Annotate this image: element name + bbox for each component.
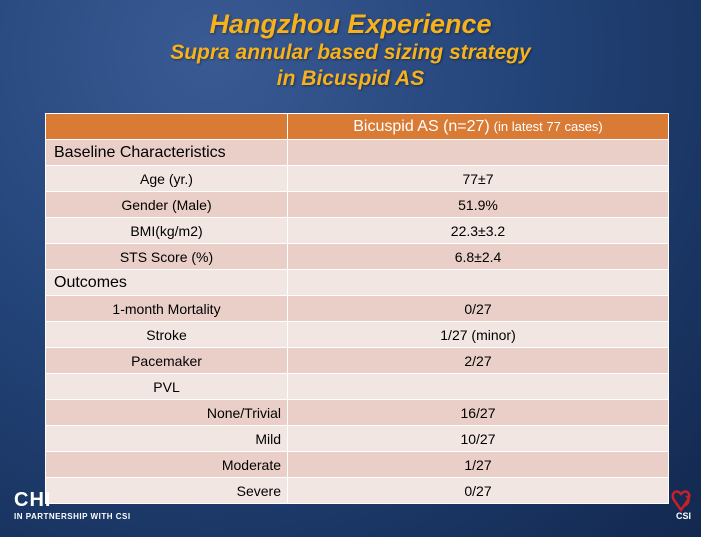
- table-row: Mild 10/27: [45, 425, 669, 452]
- row-value: 16/27: [287, 399, 669, 426]
- table-row: Severe 0/27: [45, 477, 669, 504]
- table-row: Age (yr.) 77±7: [45, 165, 669, 192]
- row-label: Age (yr.): [45, 165, 288, 192]
- table-row: Gender (Male) 51.9%: [45, 191, 669, 218]
- slide-title: Hangzhou Experience Supra annular based …: [0, 8, 701, 92]
- table-row: PVL: [45, 373, 669, 400]
- row-value: 10/27: [287, 425, 669, 452]
- table-row: Moderate 1/27: [45, 451, 669, 478]
- row-label: 1-month Mortality: [45, 295, 288, 322]
- table-row: Pacemaker 2/27: [45, 347, 669, 374]
- table-section-row: Outcomes: [45, 269, 669, 296]
- table-section-row: Baseline Characteristics: [45, 139, 669, 166]
- header-empty-cell: [45, 113, 288, 140]
- footer-logo-text: CHI: [14, 489, 52, 511]
- row-value: 0/27: [287, 477, 669, 504]
- row-value: 0/27: [287, 295, 669, 322]
- row-label: STS Score (%): [45, 243, 288, 270]
- row-value: 77±7: [287, 165, 669, 192]
- footer-partner-text: IN PARTNERSHIP WITH CSI: [14, 512, 131, 521]
- row-label: Gender (Male): [45, 191, 288, 218]
- table-header-row: Bicuspid AS (n=27) (in latest 77 cases): [45, 113, 669, 140]
- table-row: Stroke 1/27 (minor): [45, 321, 669, 348]
- row-label: None/Trivial: [45, 399, 288, 426]
- table-row: STS Score (%) 6.8±2.4: [45, 243, 669, 270]
- row-value: 1/27: [287, 451, 669, 478]
- row-label: Mild: [45, 425, 288, 452]
- row-value: 1/27 (minor): [287, 321, 669, 348]
- results-table: Bicuspid AS (n=27) (in latest 77 cases) …: [45, 113, 669, 504]
- section-label: Outcomes: [45, 269, 288, 296]
- header-cohort-note: (in latest 77 cases): [493, 118, 603, 134]
- csi-heart-icon: [671, 490, 691, 513]
- row-value: [287, 139, 669, 166]
- row-value: [287, 269, 669, 296]
- table-body: Baseline Characteristics Age (yr.) 77±7 Gen…: [45, 139, 669, 504]
- row-label: BMI(kg/m2): [45, 217, 288, 244]
- header-cohort-cell: Bicuspid AS (n=27) (in latest 77 cases): [287, 113, 669, 140]
- row-label: Moderate: [45, 451, 288, 478]
- table-row: None/Trivial 16/27: [45, 399, 669, 426]
- row-label: Stroke: [45, 321, 288, 348]
- row-value: 6.8±2.4: [287, 243, 669, 270]
- footer-csi-text: CSI: [676, 511, 692, 521]
- row-value: 51.9%: [287, 191, 669, 218]
- header-cohort-label: Bicuspid AS (n=27): [353, 117, 490, 135]
- footer-logo-right: CSI: [668, 484, 698, 528]
- title-subtitle-line-2: in Bicuspid AS: [276, 67, 425, 90]
- row-label: Severe: [45, 477, 288, 504]
- section-label: Baseline Characteristics: [45, 139, 288, 166]
- title-subtitle-line-1: Supra annular based sizing strategy: [170, 41, 531, 64]
- row-value: 22.3±3.2: [287, 217, 669, 244]
- row-value: [287, 373, 669, 400]
- table-row: BMI(kg/m2) 22.3±3.2: [45, 217, 669, 244]
- row-label: Pacemaker: [45, 347, 288, 374]
- row-value: 2/27: [287, 347, 669, 374]
- footer-logo-left: CHI IN PARTNERSHIP WITH CSI: [14, 490, 131, 521]
- title-main: Hangzhou Experience: [209, 9, 492, 39]
- table-row: 1-month Mortality 0/27: [45, 295, 669, 322]
- row-label: PVL: [45, 373, 288, 400]
